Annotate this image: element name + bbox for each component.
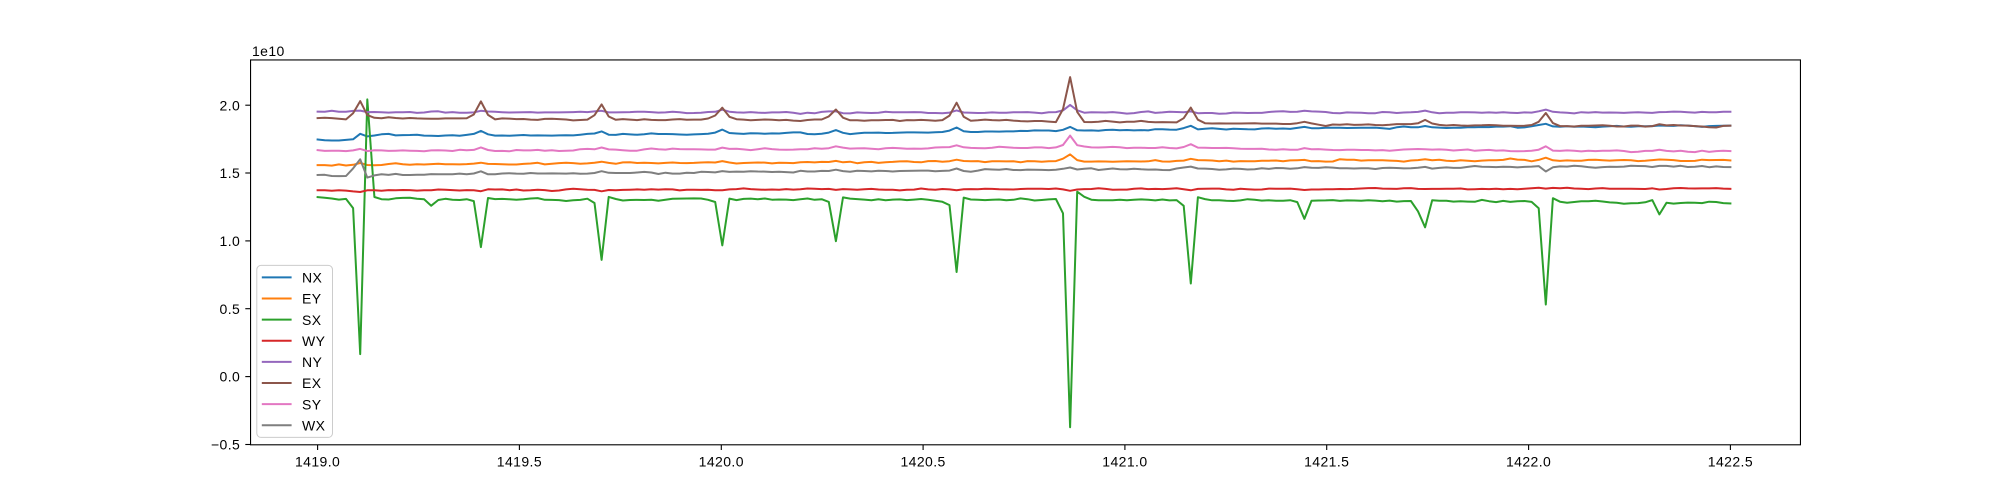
svg-text:1420.0: 1420.0 (699, 453, 744, 469)
svg-text:1.5: 1.5 (220, 165, 241, 181)
svg-text:−0.5: −0.5 (211, 437, 240, 453)
svg-text:1e10: 1e10 (252, 43, 285, 59)
svg-text:0.0: 0.0 (220, 369, 241, 385)
svg-text:SX: SX (302, 312, 322, 328)
svg-text:NX: NX (302, 270, 323, 286)
svg-text:1419.5: 1419.5 (497, 453, 542, 469)
svg-text:SY: SY (302, 396, 322, 412)
svg-text:1421.5: 1421.5 (1304, 453, 1349, 469)
svg-text:1422.5: 1422.5 (1708, 453, 1753, 469)
svg-text:WY: WY (302, 333, 326, 349)
svg-text:EY: EY (302, 291, 322, 307)
svg-text:0.5: 0.5 (220, 301, 241, 317)
svg-text:1.0: 1.0 (220, 233, 241, 249)
svg-text:2.0: 2.0 (220, 97, 241, 113)
svg-text:NY: NY (302, 354, 323, 370)
svg-text:1420.5: 1420.5 (900, 453, 945, 469)
svg-text:1419.0: 1419.0 (295, 453, 340, 469)
svg-text:1422.0: 1422.0 (1506, 453, 1551, 469)
svg-text:WX: WX (302, 417, 326, 433)
svg-text:EX: EX (302, 375, 322, 391)
svg-text:1421.0: 1421.0 (1102, 453, 1147, 469)
